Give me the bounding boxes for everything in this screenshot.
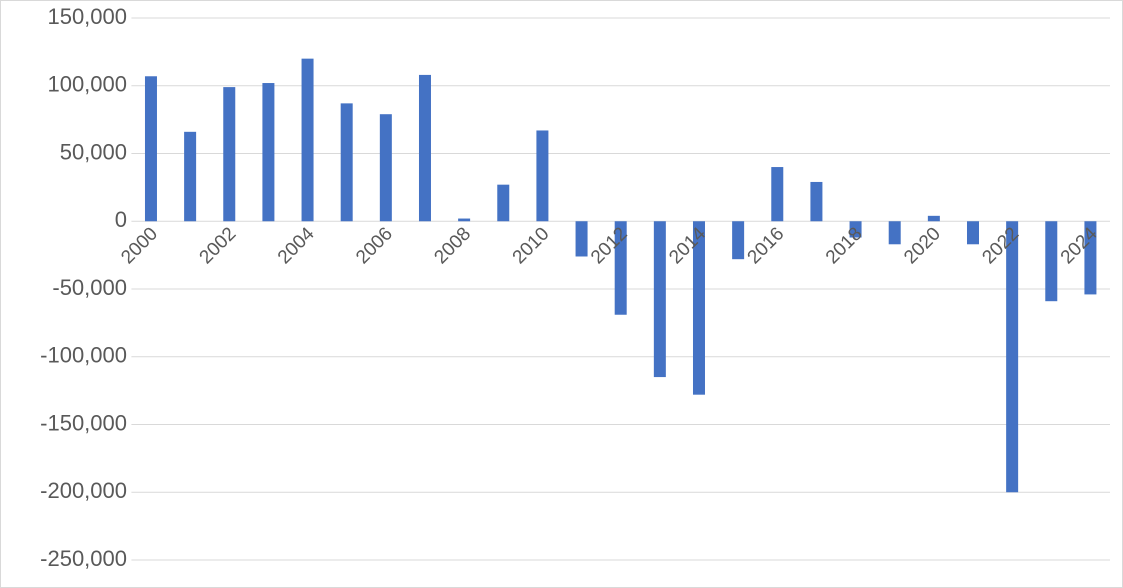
y-tick-label: -100,000 (40, 343, 127, 368)
y-tick-label: 50,000 (60, 139, 127, 164)
bar (575, 221, 588, 257)
bar (653, 221, 666, 378)
bar (1006, 221, 1019, 493)
y-tick-label: -200,000 (40, 478, 127, 503)
bar (223, 87, 236, 222)
bar (184, 131, 197, 222)
bar (614, 221, 627, 315)
y-tick-label: -150,000 (40, 410, 127, 435)
bar (458, 218, 471, 222)
bar (262, 83, 275, 222)
bar (1045, 221, 1058, 302)
bar (379, 114, 392, 222)
bar (340, 103, 353, 222)
bar (1084, 221, 1097, 295)
bar (849, 221, 862, 238)
bar (692, 221, 705, 395)
bar (301, 58, 314, 222)
y-tick-label: -250,000 (40, 546, 127, 571)
bar (497, 184, 510, 222)
bar (888, 221, 901, 245)
y-tick-label: 150,000 (47, 4, 127, 29)
bar (966, 221, 979, 245)
bar (810, 181, 823, 222)
y-tick-label: 0 (115, 207, 127, 232)
bar (927, 215, 940, 222)
bar (536, 130, 549, 222)
y-tick-label: 100,000 (47, 72, 127, 97)
y-tick-label: -50,000 (52, 275, 127, 300)
bar (144, 76, 157, 222)
bar (771, 167, 784, 222)
bar (418, 74, 431, 222)
bar (732, 221, 745, 260)
